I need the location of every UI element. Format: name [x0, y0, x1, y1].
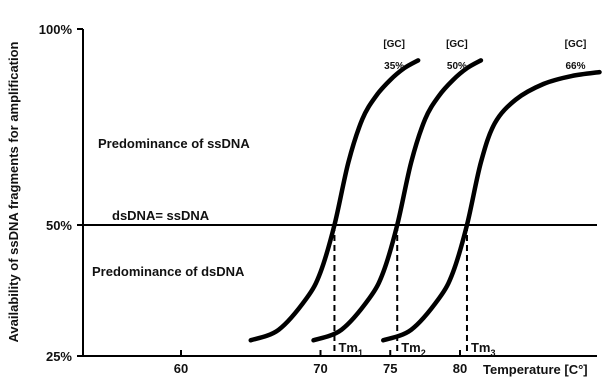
annotation-ssdna: Predominance of ssDNA [98, 136, 250, 151]
annotation-dsdna: Predominance of dsDNA [92, 264, 245, 279]
x-tick-label: 70 [313, 361, 327, 376]
labels: dsDNA= ssDNA 100% 50% 25% 60 70 75 80 Temperatur… [6, 22, 588, 377]
reference-line-label: dsDNA= ssDNA [112, 208, 210, 223]
melting-curve-2 [311, 58, 484, 343]
gc-label-2: [GC] [446, 39, 468, 50]
melting-curve-1 [248, 58, 421, 343]
y-axis-label: Availability of ssDNA fragments for ampl… [6, 41, 21, 342]
tm-label-1: Tm1 [338, 340, 363, 358]
y-tick-label: 50% [46, 218, 72, 233]
gc-value-3: 66% [565, 61, 585, 72]
gc-label-3: [GC] [565, 39, 587, 50]
melting-curve-3 [381, 69, 602, 343]
gc-label-1: [GC] [383, 39, 405, 50]
x-tick-label: 60 [174, 361, 188, 376]
x-tick-label: 80 [453, 361, 467, 376]
y-tick-label: 25% [46, 349, 72, 364]
gc-value-1: 35% [384, 61, 404, 72]
axes [77, 28, 597, 357]
x-tick-label: 75 [383, 361, 397, 376]
gc-value-2: 50% [447, 61, 467, 72]
x-axis-label: Temperature [C°] [483, 362, 588, 377]
curves [248, 58, 602, 356]
tm-label-3: Tm3 [471, 340, 496, 358]
tm-label-2: Tm2 [401, 340, 426, 358]
y-tick-label: 100% [39, 22, 73, 37]
